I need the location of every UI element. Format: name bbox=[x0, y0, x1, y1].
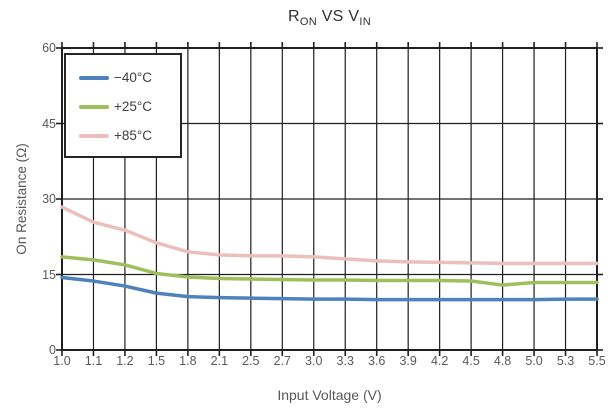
series-line-1 bbox=[60, 255, 599, 287]
legend-label: −40°C bbox=[114, 70, 153, 85]
x-tick-label: 1.2 bbox=[116, 354, 134, 368]
chart-title: RON VS VIN bbox=[62, 8, 597, 28]
y-tick-label: 30 bbox=[42, 192, 56, 206]
x-tick-label: 5.3 bbox=[556, 354, 575, 368]
x-tick-label: 3.0 bbox=[305, 354, 323, 368]
series-line-2 bbox=[60, 205, 599, 266]
x-tick-label: 3.6 bbox=[368, 354, 386, 368]
legend-line-swatch bbox=[79, 133, 109, 138]
plot-area bbox=[56, 42, 603, 356]
y-tick-label: 15 bbox=[42, 267, 56, 282]
x-tick-label: 5.0 bbox=[525, 354, 543, 368]
x-tick-label: 4.5 bbox=[462, 354, 480, 368]
x-tick-label: 2.1 bbox=[210, 354, 229, 368]
title-ron-subscript: ON bbox=[299, 16, 317, 29]
y-tick-label: 45 bbox=[42, 116, 56, 131]
title-vin-subscript: IN bbox=[359, 16, 371, 29]
legend-item: +25°C bbox=[79, 92, 180, 121]
x-axis-title: Input Voltage (V) bbox=[277, 387, 382, 403]
x-tick-label: 2.7 bbox=[273, 354, 291, 368]
title-vs: VS V bbox=[316, 8, 360, 25]
legend-line-swatch bbox=[79, 104, 109, 109]
x-tick-label: 1.8 bbox=[179, 354, 197, 368]
legend: −40°C +25°C +85°C bbox=[64, 53, 182, 158]
y-tick-label: 0 bbox=[49, 343, 56, 357]
y-tick-label: 60 bbox=[42, 41, 56, 55]
x-tick-label: 4.2 bbox=[430, 354, 449, 368]
x-tick-label: 2.5 bbox=[242, 354, 260, 368]
x-tick-label: 3.3 bbox=[336, 354, 354, 368]
x-tick-label: 4.8 bbox=[493, 354, 512, 368]
legend-line-swatch bbox=[79, 75, 109, 80]
x-tick-label: 1.0 bbox=[53, 354, 71, 368]
series-line-0 bbox=[60, 275, 599, 302]
x-tick-label: 1.5 bbox=[147, 354, 166, 368]
plot-border bbox=[61, 47, 598, 351]
x-tick-label: 1.1 bbox=[84, 354, 103, 368]
legend-label: +25°C bbox=[114, 99, 153, 114]
legend-item: +85°C bbox=[79, 121, 180, 150]
x-tick-label: 5.5 bbox=[588, 354, 606, 368]
x-tick-label: 3.9 bbox=[399, 354, 417, 368]
title-ron: R bbox=[288, 8, 300, 25]
legend-item: −40°C bbox=[79, 63, 180, 92]
legend-label: +85°C bbox=[114, 128, 153, 143]
